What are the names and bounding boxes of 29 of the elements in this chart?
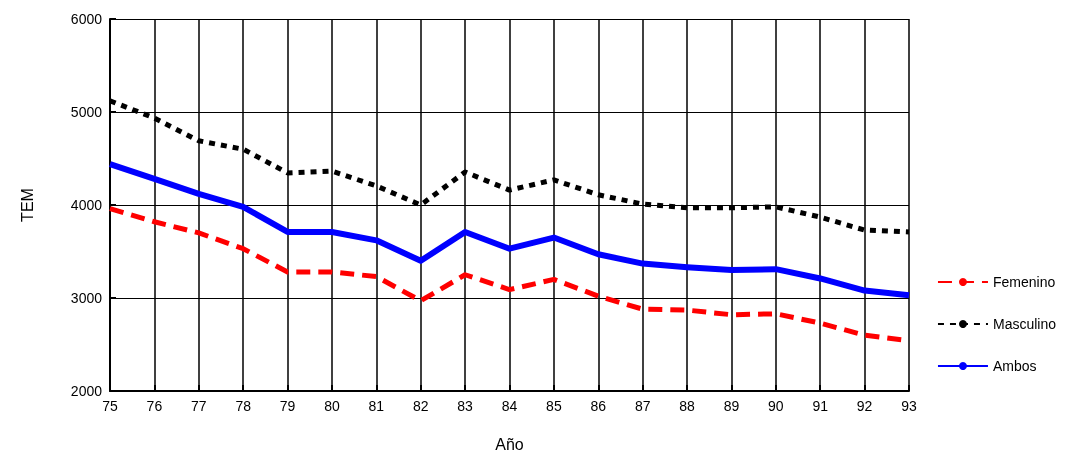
x-tick-label: 85 [546, 398, 562, 414]
x-tick-label: 87 [634, 398, 651, 414]
x-tick-label: 76 [146, 398, 163, 414]
x-tick-label: 89 [723, 398, 740, 414]
y-tick-label: 2000 [70, 383, 103, 399]
x-tick-label: 79 [279, 398, 296, 414]
x-tick-label: 90 [768, 398, 784, 414]
x-tick-label: 91 [812, 398, 829, 414]
y-tick-label: 3000 [70, 290, 103, 306]
legend-label: Ambos [992, 358, 1037, 374]
legend-label: Femenino [992, 274, 1056, 290]
x-tick-label: 84 [501, 398, 518, 414]
x-tick-label: 83 [457, 398, 474, 414]
x-tick-label: 75 [102, 398, 118, 414]
y-tick-label: 6000 [70, 11, 103, 27]
x-tick-label: 80 [324, 398, 340, 414]
y-tick-label: 4000 [70, 197, 103, 213]
x-tick-label: 78 [235, 398, 252, 414]
y-tick-label: 5000 [70, 104, 103, 120]
x-tick-label: 77 [190, 398, 207, 414]
x-axis-title: Año [495, 435, 524, 453]
x-tick-label: 82 [412, 398, 429, 414]
x-tick-label: 92 [856, 398, 873, 414]
legend-label: Masculino [992, 316, 1057, 332]
x-tick-label: 81 [368, 398, 385, 414]
x-tick-label: 93 [901, 398, 917, 414]
y-axis-title: TEM [18, 188, 36, 222]
x-tick-label: 86 [590, 398, 607, 414]
x-tick-label: 88 [679, 398, 696, 414]
